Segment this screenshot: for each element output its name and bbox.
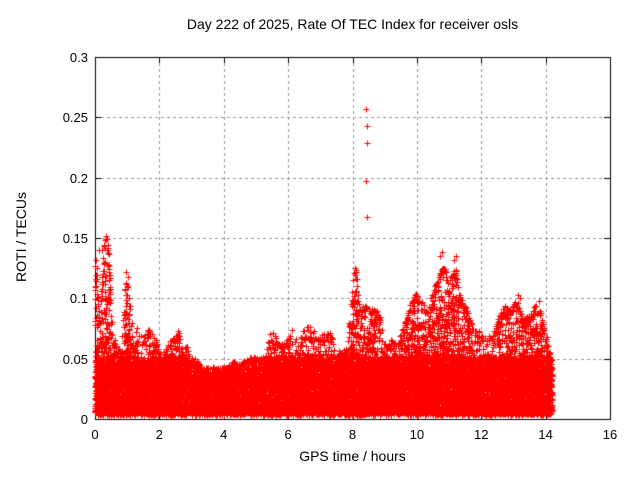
chart-title: Day 222 of 2025, Rate Of TEC Index for r… bbox=[186, 16, 519, 32]
x-tick-label: 16 bbox=[602, 427, 618, 442]
x-tick-label: 8 bbox=[348, 427, 357, 442]
y-tick-label: 0.2 bbox=[69, 170, 88, 186]
x-tick-label: 10 bbox=[409, 427, 425, 442]
y-axis-label: ROTI / TECUs bbox=[13, 192, 29, 282]
x-axis-label: GPS time / hours bbox=[299, 448, 406, 464]
y-tick-label: 0.3 bbox=[69, 50, 88, 65]
x-tick-label: 4 bbox=[220, 427, 228, 442]
y-tick-label: 0.1 bbox=[69, 291, 88, 307]
x-tick-label: 6 bbox=[284, 427, 292, 442]
x-tick-label: 0 bbox=[91, 427, 99, 442]
x-tick-label: 12 bbox=[474, 427, 489, 442]
x-tick-label: 14 bbox=[538, 427, 553, 442]
y-tick-label: 0.05 bbox=[62, 351, 88, 367]
y-tick-label: 0.15 bbox=[62, 231, 88, 246]
x-tick-label: 2 bbox=[155, 427, 163, 442]
y-tick-label: 0.25 bbox=[62, 110, 88, 126]
y-tick-label: 0 bbox=[80, 412, 88, 427]
